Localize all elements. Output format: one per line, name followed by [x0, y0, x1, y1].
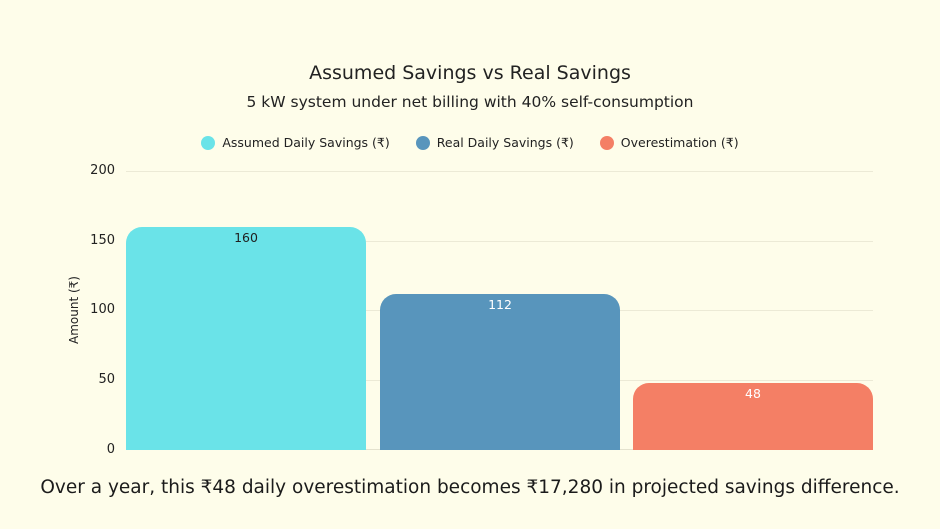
chart-title: Assumed Savings vs Real Savings — [309, 62, 631, 84]
bar-value-label: 48 — [745, 386, 761, 401]
y-tick: 200 — [90, 163, 115, 178]
legend-dot-icon — [201, 135, 216, 150]
y-tick: 100 — [90, 302, 115, 317]
bar-assumed-savings[interactable]: 160 — [126, 227, 366, 450]
legend-item-overestimation[interactable]: Overestimation (₹) — [599, 135, 739, 150]
legend-label: Assumed Daily Savings (₹) — [222, 135, 390, 150]
y-tick: 150 — [90, 233, 115, 248]
gridline — [126, 241, 873, 242]
legend-dot-icon — [415, 135, 430, 150]
y-tick: 50 — [98, 372, 115, 387]
legend-item-real[interactable]: Real Daily Savings (₹) — [415, 135, 574, 150]
legend-item-assumed[interactable]: Assumed Daily Savings (₹) — [201, 135, 390, 150]
plot-area: 160 112 48 — [126, 171, 873, 450]
bar-value-label: 112 — [488, 297, 512, 312]
y-tick: 0 — [106, 442, 115, 457]
bar-value-label: 160 — [234, 230, 258, 245]
legend-label: Real Daily Savings (₹) — [436, 135, 574, 150]
bar-overestimation[interactable]: 48 — [633, 383, 873, 450]
chart-subtitle: 5 kW system under net billing with 40% s… — [246, 93, 694, 111]
legend-dot-icon — [599, 135, 614, 150]
footer-annotation: Over a year, this ₹48 daily overestimati… — [40, 477, 900, 498]
legend-label: Overestimation (₹) — [620, 135, 739, 150]
chart-legend: Assumed Daily Savings (₹) Real Daily Sav… — [0, 135, 940, 150]
gridline — [126, 171, 873, 172]
bar-real-savings[interactable]: 112 — [380, 294, 620, 450]
